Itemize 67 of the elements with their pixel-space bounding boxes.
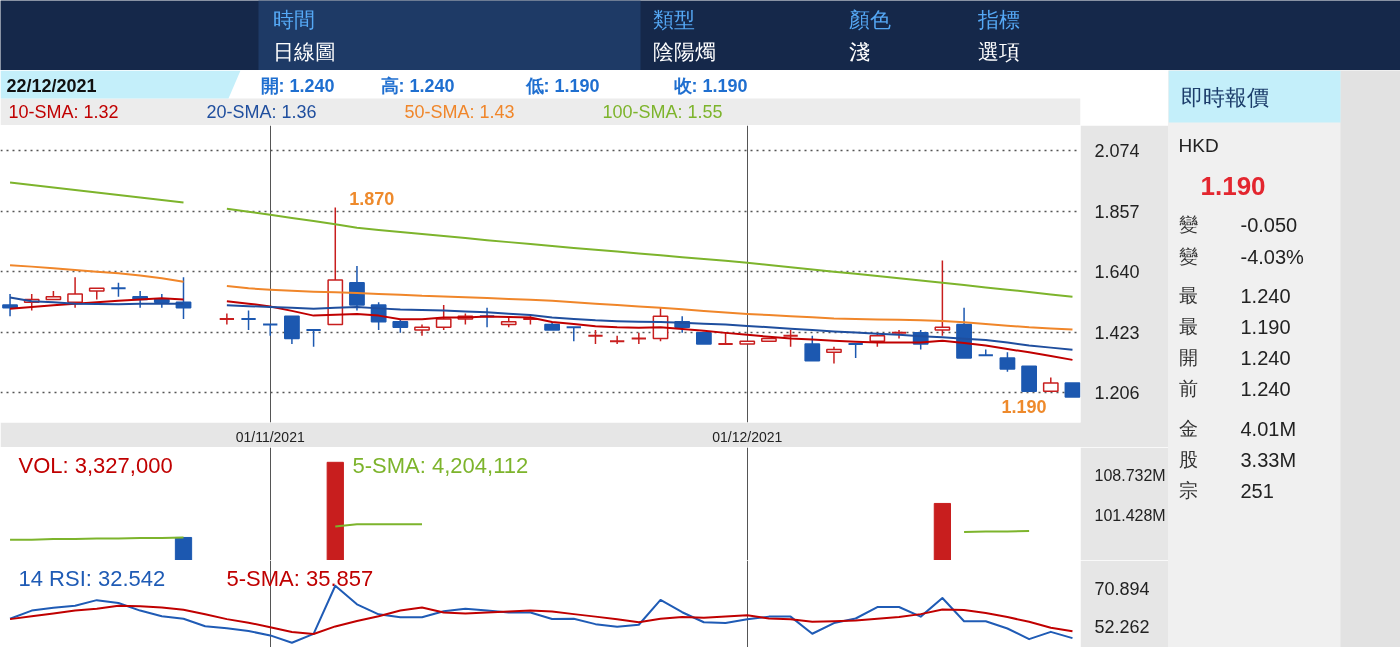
text: 1.240 xyxy=(1240,377,1291,400)
text: 類型 xyxy=(652,8,695,31)
text: -4.03% xyxy=(1240,245,1305,268)
candlestick xyxy=(804,334,821,362)
text: 淺 xyxy=(848,40,870,63)
candlestick xyxy=(630,332,647,345)
candlestick xyxy=(826,346,842,365)
text: 陰陽燭 xyxy=(652,40,716,63)
text: 3.33M xyxy=(1240,448,1297,471)
text: 高: 1.240 xyxy=(380,75,455,96)
candlestick xyxy=(934,259,951,337)
text: 20-SMA: 1.36 xyxy=(206,101,317,122)
text: 前 xyxy=(1178,378,1198,399)
text: 251 xyxy=(1240,479,1274,502)
text: 收: 1.190 xyxy=(673,75,748,96)
text: 1.190 xyxy=(1240,315,1291,338)
y-tick-label: 1.423 xyxy=(1094,322,1140,343)
y-tick-label: 70.894 xyxy=(1094,578,1150,599)
text: 變 xyxy=(1178,246,1198,267)
text: 10-SMA: 1.32 xyxy=(8,101,119,122)
line-series xyxy=(9,584,1074,644)
text: 100-SMA: 1.55 xyxy=(602,101,723,122)
text: 50-SMA: 1.43 xyxy=(404,101,515,122)
text: 日線圖 xyxy=(272,40,336,63)
y-tick-label: 1.206 xyxy=(1094,382,1140,403)
candlestick xyxy=(435,304,452,331)
series-label: 14 RSI: 32.542 xyxy=(18,566,166,591)
text: 選項 xyxy=(977,40,1020,63)
text: 金 xyxy=(1178,418,1198,439)
text: 宗 xyxy=(1178,480,1198,501)
candlestick xyxy=(67,276,83,309)
text: 1.190 xyxy=(1200,170,1266,201)
text: 顏色 xyxy=(848,8,891,31)
text: HKD xyxy=(1178,135,1219,156)
text: 低: 1.190 xyxy=(524,75,600,96)
text: 指標 xyxy=(976,8,1020,31)
candlestick xyxy=(218,312,236,326)
candlestick xyxy=(2,293,18,317)
x-tick-label: 01/11/2021 xyxy=(235,428,305,445)
line-series xyxy=(9,604,1074,635)
text: 股 xyxy=(1178,449,1198,470)
candlestick xyxy=(284,315,300,345)
text: 時間 xyxy=(272,8,315,31)
candlestick xyxy=(608,334,626,345)
text: 開 xyxy=(1178,347,1198,368)
y-tick-label: 52.262 xyxy=(1094,617,1150,638)
chart-title: 22/12/2021 xyxy=(6,75,97,96)
text: 1.240 xyxy=(1240,346,1291,369)
text: 最 xyxy=(1178,316,1198,337)
candlestick xyxy=(349,265,365,312)
annotation: 1.190 xyxy=(1001,396,1047,417)
text: 1.240 xyxy=(1240,284,1291,307)
text: 4.01M xyxy=(1240,417,1297,440)
text: 最 xyxy=(1178,285,1198,306)
y-tick-label: 1.640 xyxy=(1094,262,1140,283)
candlestick xyxy=(262,323,279,337)
x-tick-label: 01/12/2021 xyxy=(712,428,783,445)
y-tick-label: 1.857 xyxy=(1094,201,1140,222)
text: -0.050 xyxy=(1240,213,1298,236)
candlestick xyxy=(240,309,257,331)
y-tick-label: 2.074 xyxy=(1094,141,1140,162)
text: 變 xyxy=(1178,214,1198,235)
candlestick xyxy=(565,326,582,342)
text: 即時報價 xyxy=(1180,85,1269,110)
text: 開: 1.240 xyxy=(260,75,335,96)
candlestick xyxy=(999,351,1016,373)
annotation: 1.870 xyxy=(349,188,395,209)
